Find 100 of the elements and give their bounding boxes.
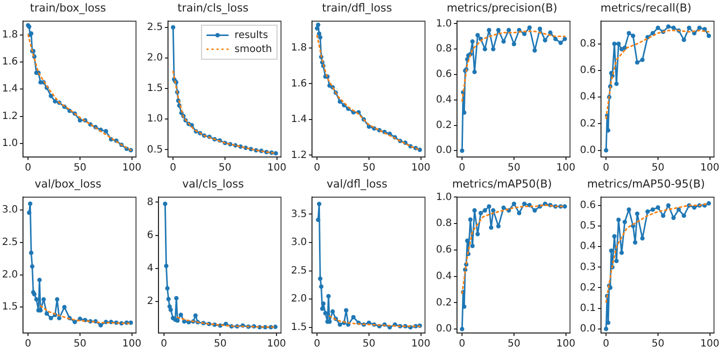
point (614, 82, 619, 86)
point (459, 148, 464, 153)
x-tick-label: 100 (700, 162, 720, 174)
point (496, 224, 500, 228)
y-tick-label: 1.6 (290, 78, 307, 90)
x-tick-label: 50 (507, 162, 520, 174)
y-tick-label: 1.2 (290, 150, 307, 161)
y-tick-label: 0.1 (580, 302, 596, 314)
point (660, 214, 666, 218)
y-tick-label: 2 (146, 296, 153, 308)
point (418, 148, 422, 152)
point (470, 244, 474, 248)
point (78, 118, 82, 123)
x-tick-label: 0 (602, 162, 610, 174)
legend-label: smooth (234, 44, 272, 55)
point (650, 207, 655, 212)
x-tick-label: 50 (74, 162, 86, 174)
point (316, 202, 322, 206)
x-tick-label: 100 (122, 162, 142, 174)
x-tick-label: 100 (122, 338, 142, 350)
x-tick-label: 0 (314, 338, 320, 350)
point (164, 264, 168, 268)
y-tick-label: 0.4 (580, 241, 596, 252)
point (62, 304, 67, 310)
point (486, 28, 491, 32)
y-tick-label: 0.0 (580, 323, 596, 334)
x-tick-label: 50 (74, 338, 86, 350)
point (482, 46, 487, 52)
y-tick-label: 0.6 (580, 65, 596, 76)
point (562, 204, 567, 209)
point (351, 314, 356, 320)
point (671, 216, 676, 220)
point (526, 25, 532, 30)
point (552, 36, 558, 42)
point (478, 210, 482, 216)
point (178, 312, 183, 317)
point (612, 42, 617, 46)
chart-title: val/cls_loss (182, 177, 244, 190)
point (640, 58, 645, 62)
x-tick-label: 100 (266, 162, 286, 174)
y-tick-label: 0.0 (435, 324, 452, 335)
point (482, 208, 487, 213)
point (619, 250, 624, 255)
y-tick-label: 1.5 (2, 302, 18, 313)
x-tick-label: 0 (24, 162, 32, 174)
x-tick-label: 50 (362, 162, 376, 174)
point (320, 306, 324, 311)
point (630, 34, 636, 38)
point (26, 210, 32, 215)
point (682, 38, 686, 42)
x-tick-label: 50 (652, 338, 664, 350)
y-tick-label: 1.0 (146, 114, 162, 125)
y-tick-label: 0.8 (435, 44, 452, 55)
legend-label: results (234, 30, 268, 41)
point (626, 30, 632, 36)
point (34, 297, 39, 302)
point (72, 320, 77, 324)
x-tick-label: 100 (556, 338, 575, 350)
y-tick-label: 3.0 (290, 237, 307, 248)
point (48, 316, 54, 320)
point (666, 24, 671, 29)
point (496, 28, 500, 32)
point (616, 42, 621, 46)
y-tick-label: 1.0 (435, 18, 452, 30)
point (44, 311, 49, 316)
x-tick-label: 0 (458, 162, 465, 174)
x-tick-label: 50 (507, 338, 520, 350)
point (98, 323, 103, 328)
point (666, 203, 671, 208)
x-tick-label: 50 (362, 338, 376, 350)
point (52, 99, 58, 104)
x-tick-label: 50 (652, 162, 664, 174)
y-tick-label: 0.4 (435, 270, 452, 282)
point (318, 276, 322, 281)
x-tick-label: 100 (700, 338, 720, 350)
point (511, 42, 516, 46)
y-tick-label: 0.3 (580, 262, 596, 273)
point (54, 297, 60, 302)
point (616, 218, 621, 222)
point (640, 236, 645, 241)
point (626, 207, 632, 212)
point (604, 148, 608, 153)
x-tick-label: 100 (411, 162, 430, 174)
point (490, 46, 495, 52)
y-tick-label: 1.0 (2, 138, 18, 150)
x-tick-label: 0 (314, 162, 320, 174)
point (28, 201, 32, 206)
y-tick-label: 1.6 (2, 56, 18, 68)
y-tick-label: 1.8 (290, 42, 307, 54)
point (316, 218, 320, 222)
point (676, 207, 681, 212)
x-tick-label: 0 (169, 162, 176, 174)
y-tick-label: 2.0 (146, 52, 162, 64)
point (464, 238, 469, 243)
y-tick-label: 0.2 (435, 297, 452, 308)
x-tick-label: 0 (458, 338, 465, 350)
point (656, 205, 660, 210)
y-tick-label: 8 (146, 196, 153, 208)
point (632, 240, 638, 245)
point (164, 286, 170, 290)
